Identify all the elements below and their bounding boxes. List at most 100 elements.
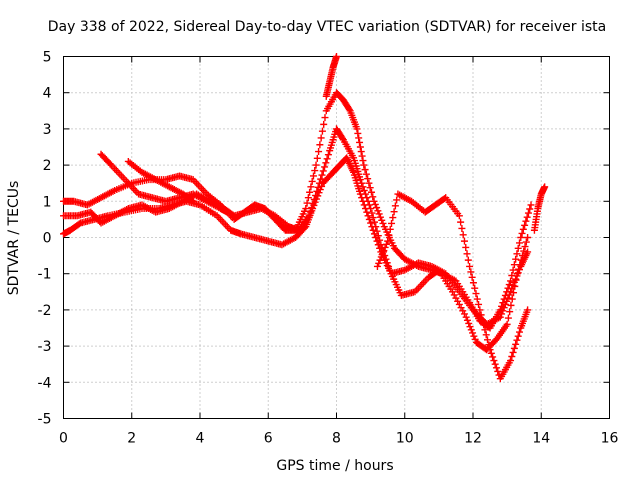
data-point xyxy=(462,313,470,321)
data-point-fill xyxy=(358,152,366,160)
data-point xyxy=(503,320,511,328)
data-point-fill xyxy=(469,279,477,287)
data-point-fill xyxy=(306,208,314,216)
data-point-fill xyxy=(487,349,495,357)
data-point-fill xyxy=(515,265,523,273)
data-point-fill xyxy=(313,187,321,195)
data-point-fill xyxy=(360,186,368,194)
data-point-fill xyxy=(510,289,518,297)
grid xyxy=(63,56,610,419)
x-tick-label: 10 xyxy=(396,431,414,447)
data-point-fill xyxy=(375,259,383,267)
data-point-fill xyxy=(467,326,475,334)
data-point-fill xyxy=(478,316,486,324)
data-point-fill xyxy=(376,213,384,221)
data-point-fill xyxy=(498,302,506,310)
chart-title: Day 338 of 2022, Sidereal Day-to-day VTE… xyxy=(48,19,606,35)
data-point-fill xyxy=(489,353,497,361)
data-point-fill xyxy=(309,172,317,180)
data-point-fill xyxy=(380,247,388,255)
data-point-fill xyxy=(361,166,369,174)
data-point-fill xyxy=(515,328,523,336)
data-point xyxy=(302,205,310,213)
data-point-fill xyxy=(338,134,346,142)
data-point-fill xyxy=(320,120,328,128)
data-point-fill xyxy=(521,221,529,229)
x-tick-label: 2 xyxy=(127,431,136,447)
data-point-fill xyxy=(526,205,534,213)
data-point-fill xyxy=(356,138,364,146)
data-point-fill xyxy=(355,134,363,142)
data-point-fill xyxy=(467,268,475,276)
data-point-fill xyxy=(188,196,196,204)
data-point-fill xyxy=(508,295,516,303)
data-point-fill xyxy=(512,255,520,263)
data-point-fill xyxy=(504,284,512,292)
data-point-fill xyxy=(376,236,384,244)
data-point-fill xyxy=(517,256,525,264)
data-point xyxy=(455,212,463,220)
data-point-fill xyxy=(313,154,321,162)
y-tick-label: 5 xyxy=(43,50,52,66)
data-point-fill xyxy=(452,294,460,302)
data-point-fill xyxy=(359,157,367,165)
data-point xyxy=(524,248,532,256)
data-point-fill xyxy=(367,188,375,196)
data-point-fill xyxy=(494,367,502,375)
data-point-fill xyxy=(477,311,485,319)
data-point-fill xyxy=(518,252,526,260)
data-point-fill xyxy=(377,253,385,261)
data-point-fill xyxy=(393,196,401,204)
data-point xyxy=(333,53,340,60)
data-point-fill xyxy=(364,212,372,220)
data-point-fill xyxy=(379,250,387,258)
data-point-fill xyxy=(378,216,386,224)
x-tick-label: 0 xyxy=(59,431,68,447)
data-point xyxy=(384,237,392,245)
data-point-fill xyxy=(459,231,467,239)
data-point-fill xyxy=(362,170,370,178)
data-point-fill xyxy=(365,215,373,223)
data-point-fill xyxy=(506,308,514,316)
data-point-fill xyxy=(312,191,320,199)
data-point-fill xyxy=(369,214,377,222)
data-point-fill xyxy=(374,232,382,240)
data-point-fill xyxy=(385,231,393,239)
data-point-fill xyxy=(521,243,529,251)
series-track-6 xyxy=(322,53,340,100)
x-tick-label: 8 xyxy=(332,431,341,447)
y-tick-label: -2 xyxy=(38,303,52,319)
data-point-fill xyxy=(507,301,515,309)
data-point-fill xyxy=(308,177,316,185)
data-point xyxy=(367,219,375,227)
data-point xyxy=(305,212,313,220)
data-point xyxy=(353,125,361,133)
data-point xyxy=(513,270,521,278)
data-point xyxy=(496,306,504,314)
data-point-fill xyxy=(389,214,397,222)
data-point xyxy=(524,306,532,314)
data-point-fill xyxy=(382,240,390,248)
data-point-fill xyxy=(309,200,317,208)
data-point-fill xyxy=(514,332,522,340)
data-point-fill xyxy=(512,340,520,348)
data-point-fill xyxy=(499,299,507,307)
data-point-fill xyxy=(324,151,332,159)
data-point-fill xyxy=(491,360,499,368)
data-point-fill xyxy=(385,262,393,270)
y-tick-label: 1 xyxy=(43,194,52,210)
data-point-fill xyxy=(311,167,319,175)
data-point-fill xyxy=(356,143,364,151)
y-tick-label: 3 xyxy=(43,122,52,138)
data-point-fill xyxy=(464,256,472,264)
data-point-fill xyxy=(345,105,353,113)
data-point-fill xyxy=(321,114,329,122)
data-point xyxy=(315,179,323,187)
series-track-3 xyxy=(60,125,532,354)
data-point-fill xyxy=(523,213,531,221)
y-tick-label: 4 xyxy=(43,86,52,102)
data-point-fill xyxy=(508,272,516,280)
data-point-fill xyxy=(524,209,532,217)
data-point-fill xyxy=(462,243,470,251)
data-point xyxy=(524,234,532,241)
